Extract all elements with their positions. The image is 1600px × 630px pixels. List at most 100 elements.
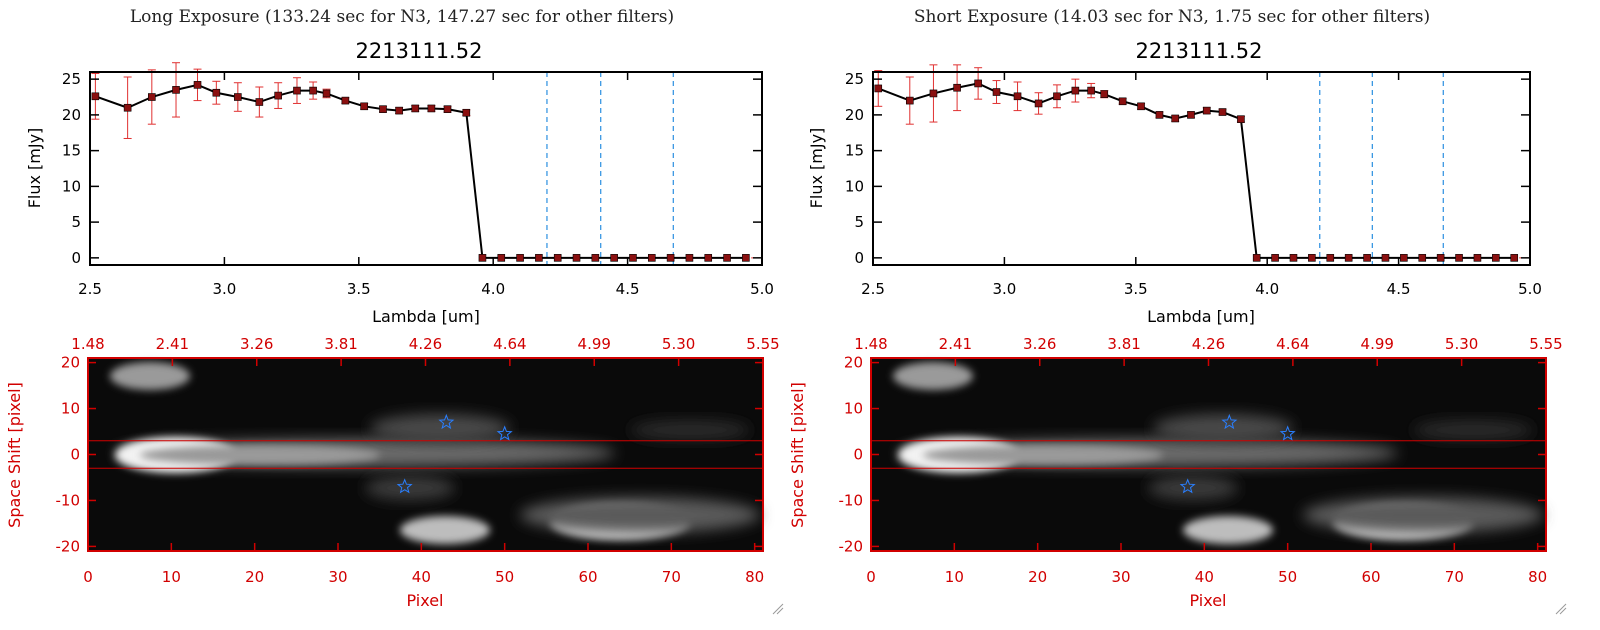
left-heatmap-ylabel: Space Shift [pixel] — [5, 382, 24, 528]
flux-data-point — [234, 93, 242, 101]
x-tick-label: 4.0 — [481, 280, 505, 298]
flux-data-point — [1171, 114, 1180, 123]
flux-data-point — [1187, 111, 1195, 119]
x-tick-label: 10 — [162, 568, 181, 586]
y-tick-label: 15 — [62, 142, 81, 160]
wavelength-tick-label: 5.30 — [662, 335, 695, 353]
flux-data-point — [1344, 254, 1353, 262]
x-tick-label: 40 — [1195, 568, 1214, 586]
wavelength-tick-label: 4.99 — [1361, 335, 1394, 353]
wavelength-tick-label: 5.30 — [1445, 335, 1478, 353]
y-tick-label: 5 — [854, 213, 864, 231]
source-star-icon — [496, 425, 513, 441]
x-tick-label: 20 — [1028, 568, 1047, 586]
flux-data-point — [1013, 92, 1022, 101]
left-resize-grip-icon[interactable] — [772, 603, 784, 615]
flux-data-point — [395, 106, 403, 115]
flux-data-point — [905, 96, 914, 105]
flux-data-point — [723, 254, 731, 262]
right-resize-grip-icon[interactable] — [1555, 603, 1567, 615]
right-heatmap-blobs — [893, 362, 1543, 544]
y-tick-label: -20 — [839, 537, 864, 555]
y-tick-label: -20 — [56, 537, 81, 555]
flux-data-point — [974, 79, 982, 88]
left-spectrum-xlabel: Lambda [um] — [372, 307, 480, 326]
flux-data-point — [1071, 86, 1080, 95]
y-tick-label: 10 — [62, 177, 81, 195]
left-heatmap-blobs — [110, 362, 760, 544]
flux-data-point — [309, 86, 317, 95]
flux-data-point — [516, 254, 524, 262]
flux-data-point — [1510, 254, 1519, 262]
wavelength-tick-label: 4.26 — [1192, 335, 1225, 353]
flux-data-point — [1271, 254, 1279, 262]
x-tick-label: 30 — [1111, 568, 1130, 586]
flux-data-point — [647, 254, 656, 262]
x-tick-label: 5.0 — [1518, 280, 1542, 298]
left-heatmap-xlabel: Pixel — [406, 591, 443, 610]
flux-data-point — [360, 102, 368, 111]
flux-data-point — [293, 86, 301, 95]
flux-data-point — [497, 254, 506, 262]
flux-data-point — [553, 254, 562, 262]
flux-series-line — [877, 82, 1515, 259]
y-tick-label: -10 — [839, 491, 864, 509]
source-star-icon — [396, 478, 413, 494]
x-tick-label: 40 — [412, 568, 431, 586]
x-tick-label: 70 — [662, 568, 681, 586]
flux-data-point — [148, 93, 156, 101]
left-spectrum-ylabel: Flux [mJy] — [25, 128, 44, 209]
wavelength-tick-label: 2.41 — [939, 335, 972, 353]
flux-data-point — [411, 104, 420, 113]
flux-data-point — [1118, 97, 1127, 106]
flux-data-point — [591, 254, 600, 262]
wavelength-tick-label: 4.64 — [493, 335, 526, 353]
left-panel-title: Long Exposure (133.24 sec for N3, 147.27… — [130, 7, 674, 27]
flux-data-point — [1326, 254, 1335, 262]
y-tick-label: 20 — [845, 106, 864, 124]
flux-data-point — [1053, 92, 1061, 101]
flux-data-point — [255, 98, 264, 106]
x-tick-label: 4.5 — [616, 280, 640, 298]
left-panel: Long Exposure (133.24 sec for N3, 147.27… — [5, 7, 780, 610]
left-heatmap: 0 10 20 30 40 50 60 70 80 1.48 2.41 3.26 3.81 4.26 4.6… — [5, 335, 780, 610]
flux-data-point — [1455, 254, 1463, 262]
flux-data-point — [1100, 90, 1109, 98]
x-tick-label: 80 — [745, 568, 764, 586]
flux-data-point — [629, 254, 637, 262]
flux-data-point — [1034, 99, 1043, 108]
right-spectrum-ylabel: Flux [mJy] — [807, 128, 826, 209]
wavelength-tick-label: 4.99 — [578, 335, 611, 353]
flux-data-point — [1087, 86, 1095, 95]
x-tick-label: 3.5 — [347, 280, 371, 298]
x-tick-label: 60 — [578, 568, 597, 586]
flux-data-point — [929, 89, 938, 98]
flux-data-point — [274, 91, 282, 100]
y-tick-label: 25 — [845, 70, 864, 88]
flux-data-point — [193, 81, 202, 89]
left-spectrum-title: 2213111.52 — [356, 39, 483, 63]
flux-data-point — [1155, 111, 1164, 119]
x-tick-label: 4.5 — [1387, 280, 1411, 298]
x-tick-label: 2.5 — [78, 280, 102, 298]
y-tick-label: 0 — [854, 249, 864, 267]
flux-data-point — [535, 254, 543, 262]
flux-data-point — [1473, 254, 1482, 262]
flux-data-point — [1400, 254, 1408, 262]
x-tick-label: 4.0 — [1255, 280, 1279, 298]
x-tick-label: 30 — [328, 568, 347, 586]
x-tick-label: 20 — [245, 568, 264, 586]
x-tick-label: 10 — [945, 568, 964, 586]
flux-data-point — [610, 254, 618, 262]
flux-data-point — [1381, 254, 1390, 262]
wavelength-tick-label: 3.26 — [240, 335, 273, 353]
flux-data-point — [742, 254, 750, 262]
wavelength-tick-label: 1.48 — [71, 335, 104, 353]
flux-data-point — [379, 105, 387, 113]
source-star-icon — [1179, 478, 1196, 494]
x-tick-label: 3.5 — [1124, 280, 1148, 298]
flux-data-point — [212, 88, 221, 97]
right-heatmap: 0 10 20 30 40 50 60 70 80 1.48 2.41 3.26 3.81 4.26 4.6… — [788, 335, 1563, 610]
flux-data-point — [1363, 254, 1371, 262]
